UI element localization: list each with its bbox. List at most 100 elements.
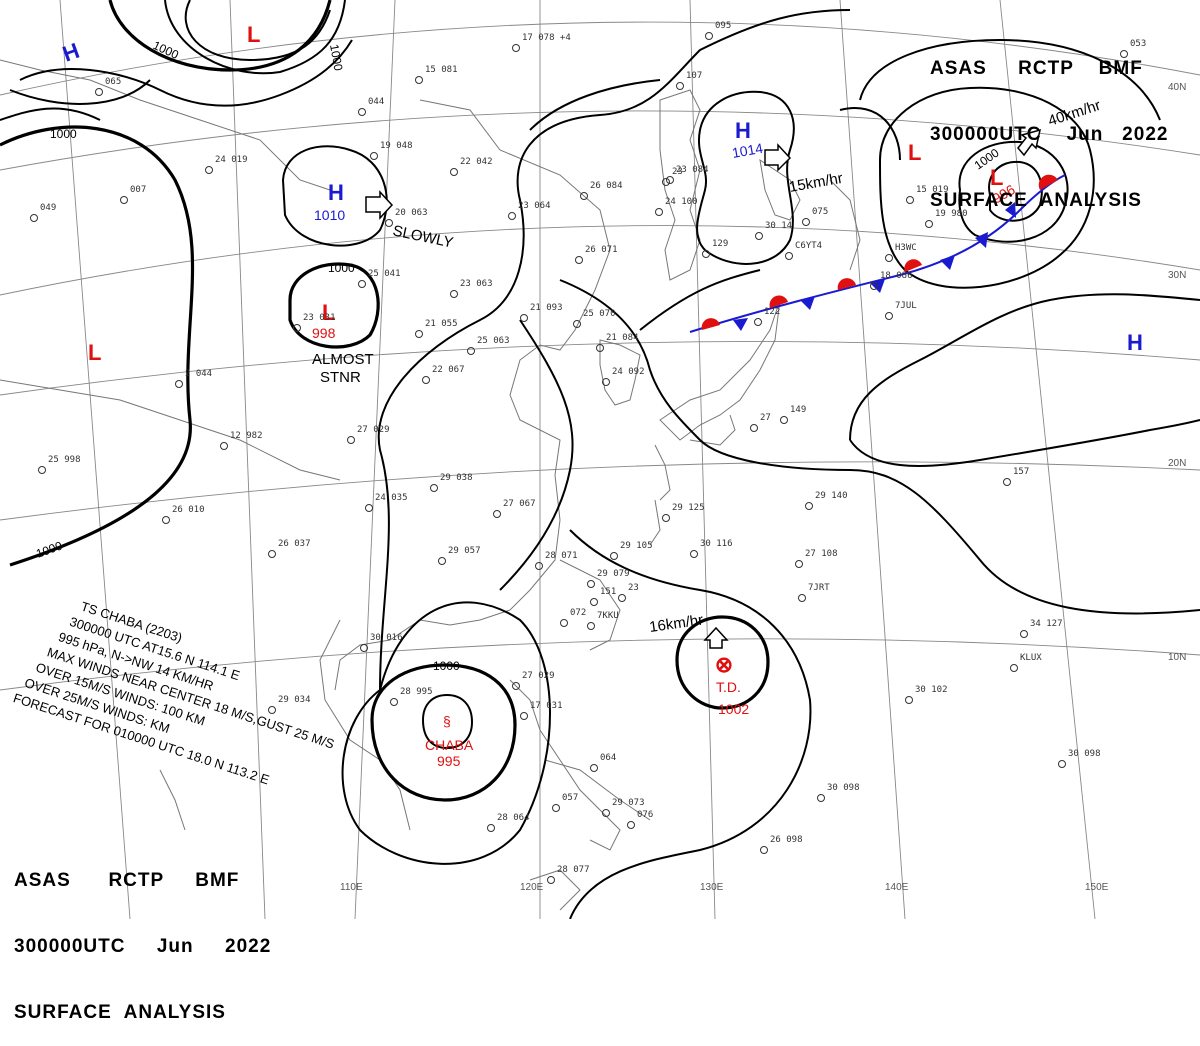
station-circle-icon [162, 516, 170, 524]
station-plot-label: 26 098 [770, 835, 803, 845]
station-plot-label: KLUX [1020, 653, 1042, 663]
station-circle-icon [602, 378, 610, 386]
station-circle-icon [662, 514, 670, 522]
station-plot-label: 149 [790, 405, 806, 415]
lat-label: 40N [1168, 82, 1186, 93]
station-circle-icon [655, 208, 663, 216]
station-plot-label: 29 105 [620, 541, 653, 551]
station-plot-label: 27 067 [503, 499, 536, 509]
header-bottom-left: ASAS RCTP BMF 300000UTC Jun 2022 SURFACE… [14, 826, 271, 1046]
station-circle-icon [220, 442, 228, 450]
station-plot-label: 28 064 [497, 813, 530, 823]
station-plot-label: H3WC [895, 243, 917, 253]
station-circle-icon [1003, 478, 1011, 486]
station-circle-icon [415, 76, 423, 84]
station-circle-icon [580, 192, 588, 200]
station-circle-icon [870, 282, 878, 290]
typhoon-marker: § CHABA 995 [425, 713, 474, 769]
station-circle-icon [520, 712, 528, 720]
isobar-label: 1000 [50, 127, 77, 141]
station-circle-icon [1010, 664, 1018, 672]
high-center: H [735, 118, 751, 143]
station-circle-icon [487, 824, 495, 832]
high-center: H [328, 180, 344, 205]
station-circle-icon [493, 510, 501, 518]
station-circle-icon [596, 344, 604, 352]
motion-arrows [365, 128, 1042, 649]
station-plot-label: 27 108 [805, 549, 838, 559]
station-circle-icon [450, 168, 458, 176]
station-plot-label: 21 055 [425, 319, 458, 329]
station-plot-label: 053 [1130, 39, 1146, 49]
station-plot-label: 7JRT [808, 583, 830, 593]
station-circle-icon [705, 32, 713, 40]
station-plot-label: 29 057 [448, 546, 481, 556]
station-plot-label: 049 [40, 203, 56, 213]
station-plot-label: C6YT4 [795, 241, 822, 251]
station-plot-label: 18 086 [880, 271, 913, 281]
header-line: 300000UTC Jun 2022 [930, 124, 1169, 145]
lon-label: 150E [1085, 882, 1109, 893]
station-circle-icon [268, 706, 276, 714]
station-circle-icon [390, 698, 398, 706]
isobar-label: 1000 [328, 261, 355, 275]
station-plot-label: 122 [764, 307, 780, 317]
station-plot-label: 22 042 [460, 157, 493, 167]
lon-label: 110E [340, 882, 363, 893]
station-circle-icon [885, 312, 893, 320]
header-line: ASAS RCTP BMF [930, 58, 1143, 79]
station-circle-icon [587, 580, 595, 588]
td-label: T.D. [716, 679, 741, 695]
station-plot-label: 27 029 [522, 671, 555, 681]
station-plot-label: 12 982 [230, 431, 263, 441]
typhoon-pressure: 995 [437, 753, 461, 769]
station-circle-icon [610, 552, 618, 560]
station-plot-label: 076 [637, 810, 653, 820]
lat-label: 20N [1168, 458, 1186, 469]
station-plot-label: 21 093 [530, 303, 563, 313]
low-center: L [88, 340, 101, 365]
header-line: 300000UTC Jun 2022 [14, 936, 272, 957]
station-plot-label: 30 102 [915, 685, 948, 695]
station-plot-label: 24 035 [375, 493, 408, 503]
station-circle-icon [205, 166, 213, 174]
station-circle-icon [795, 560, 803, 568]
station-plot-label: 29 125 [672, 503, 705, 513]
header-line: SURFACE ANALYSIS [14, 1002, 226, 1023]
isobar-label: 1000 [327, 43, 345, 72]
station-plot-label: 25 041 [368, 269, 401, 279]
station-plot-label: 7KKU [597, 611, 619, 621]
station-plot-label: 29 140 [815, 491, 848, 501]
station-plot-label: 30 098 [827, 783, 860, 793]
station-plot-label: 29 079 [597, 569, 630, 579]
station-circle-icon [750, 424, 758, 432]
station-circle-icon [370, 152, 378, 160]
station-circle-icon [1020, 630, 1028, 638]
station-circle-icon [590, 764, 598, 772]
station-circle-icon [690, 550, 698, 558]
station-circle-icon [573, 320, 581, 328]
station-circle-icon [676, 82, 684, 90]
high-center: H [1127, 330, 1143, 355]
isobar-label: 1000 [433, 659, 460, 673]
lat-label: 30N [1168, 270, 1186, 281]
station-plot-label: 28 071 [545, 551, 578, 561]
station-circle-icon [575, 256, 583, 264]
station-circle-icon [467, 347, 475, 355]
station-plot-label: 15 081 [425, 65, 458, 75]
station-circle-icon [358, 108, 366, 116]
typhoon-name: CHABA [425, 737, 474, 753]
station-plot-label: 24 019 [215, 155, 248, 165]
station-plot-label: 2 044 [185, 369, 212, 379]
station-circle-icon [422, 376, 430, 384]
low-center: L [990, 165, 1003, 190]
station-plot-label: 30 14 [765, 221, 792, 231]
header-top-right: ASAS RCTP BMF 300000UTC Jun 2022 SURFACE… [930, 14, 1168, 234]
station-plot-label: 22 067 [432, 365, 465, 375]
station-plot-label: 19 048 [380, 141, 413, 151]
station-plot-label: 30 098 [1068, 749, 1101, 759]
station-plot-label: 151 [600, 587, 616, 597]
station-circle-icon [780, 416, 788, 424]
coastlines [0, 59, 861, 911]
station-circle-icon [662, 178, 670, 186]
